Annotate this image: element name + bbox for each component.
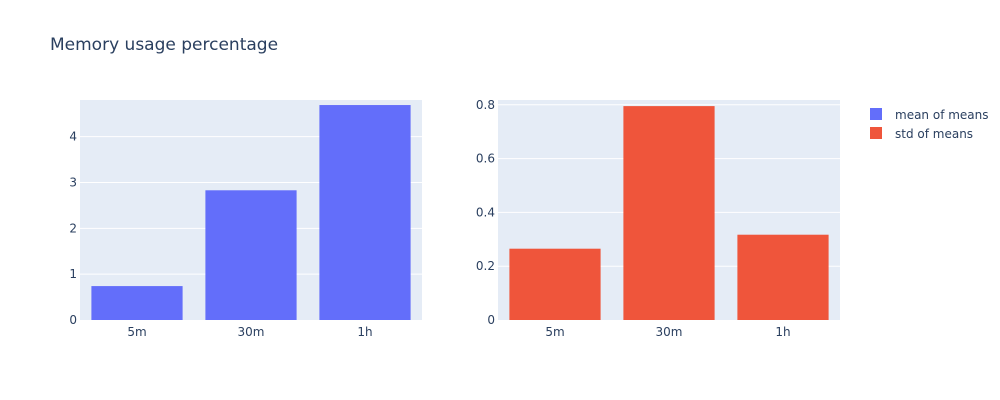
right-subplot: 0 0.2 0.4 0.6 0.8 5m 30m 1h [476,98,840,339]
legend-label-mean-of-means: mean of means [895,108,989,122]
left-x-tick-label-1h: 1h [357,325,372,339]
right-bars [509,106,829,320]
legend-label-std-of-means: std of means [895,127,973,141]
bar-std-of-means-1h[interactable] [737,234,829,320]
chart-title: Memory usage percentage [50,35,278,55]
legend-item-std-of-means[interactable]: std of means [870,127,973,141]
left-x-tick-label-5m: 5m [127,325,146,339]
right-y-ticks: 0 0.2 0.4 0.6 0.8 [476,98,495,327]
left-y-tick-label: 0 [69,313,77,327]
bar-mean-of-means-5m[interactable] [91,286,183,320]
left-y-tick-label: 2 [69,221,77,235]
right-y-tick-label: 0.8 [476,98,495,112]
right-x-tick-label-5m: 5m [545,325,564,339]
right-x-tick-label-30m: 30m [656,325,683,339]
right-y-tick-label: 0.6 [476,152,495,166]
left-y-tick-label: 1 [69,267,77,281]
right-y-tick-label: 0.4 [476,205,495,219]
right-x-tick-label-1h: 1h [775,325,790,339]
bar-mean-of-means-30m[interactable] [205,190,297,320]
legend-swatch-std-of-means [870,127,882,139]
left-bars [91,105,411,321]
right-x-ticks: 5m 30m 1h [545,325,790,339]
left-y-ticks: 0 1 2 3 4 [69,130,77,327]
legend[interactable]: mean of means std of means [870,108,989,141]
bar-std-of-means-30m[interactable] [623,106,715,320]
left-x-tick-label-30m: 30m [238,325,265,339]
left-x-ticks: 5m 30m 1h [127,325,372,339]
legend-swatch-mean-of-means [870,108,882,120]
left-y-tick-label: 3 [69,176,77,190]
legend-item-mean-of-means[interactable]: mean of means [870,108,989,122]
bar-std-of-means-5m[interactable] [509,248,601,320]
right-y-tick-label: 0 [487,313,495,327]
right-y-tick-label: 0.2 [476,259,495,273]
left-y-tick-label: 4 [69,130,77,144]
bar-mean-of-means-1h[interactable] [319,105,411,321]
left-subplot: 0 1 2 3 4 5m 30m 1h [69,100,422,339]
